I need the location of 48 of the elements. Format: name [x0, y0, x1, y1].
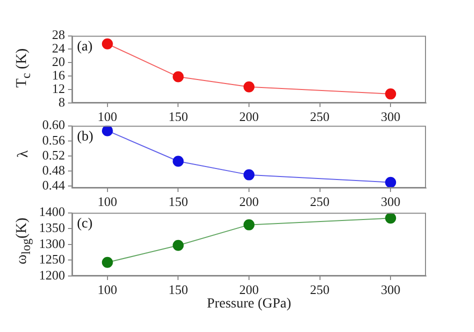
x-tick-label: 300 — [380, 282, 400, 298]
y-tick-label: 24 — [52, 40, 66, 56]
x-tick-label: 100 — [98, 109, 118, 124]
point — [172, 156, 184, 167]
x-tick-label: 250 — [310, 194, 330, 210]
x-tick-label: 250 — [310, 109, 330, 124]
point — [385, 88, 396, 100]
x-tick-label: 200 — [239, 194, 259, 210]
y-tick-label: 1250 — [39, 252, 65, 267]
point — [244, 81, 254, 92]
x-tick-label: 150 — [168, 194, 188, 210]
x-axis-title: Pressure (GPa) — [206, 296, 292, 312]
y-tick-label: 0.56 — [42, 132, 66, 148]
y-tick-label: 1200 — [39, 267, 65, 282]
point — [102, 256, 113, 268]
point — [385, 212, 396, 224]
point — [102, 126, 113, 136]
y-tick-label: 0.52 — [42, 147, 65, 162]
y-tick-label: 0.48 — [42, 162, 65, 178]
y-tick-label: 16 — [52, 68, 66, 83]
point — [244, 219, 254, 230]
point — [385, 176, 396, 188]
y-tick-label: 12 — [52, 80, 65, 96]
x-tick-label: 100 — [98, 194, 118, 210]
point — [172, 240, 184, 251]
y-tick-label: 1350 — [39, 220, 65, 236]
x-tick-label: 250 — [310, 282, 330, 298]
y-tick-label: 1300 — [39, 236, 65, 251]
point — [172, 71, 184, 82]
x-tick-label: 300 — [380, 109, 400, 124]
y-tick-label: 20 — [52, 54, 65, 70]
y-tick-label: 1400 — [39, 204, 65, 220]
y-axis-title: λ — [16, 150, 32, 158]
x-tick-label: 150 — [168, 282, 188, 298]
annotation: (a) — [77, 39, 93, 54]
x-tick-label: 200 — [239, 282, 259, 298]
y-tick-label: 0.60 — [42, 117, 65, 132]
x-tick-label: 200 — [239, 109, 259, 124]
y-tick-label: 8 — [58, 94, 65, 110]
x-tick-label: 300 — [380, 194, 400, 210]
y-tick-label: 28 — [52, 27, 65, 42]
x-tick-label: 150 — [168, 109, 188, 124]
point — [244, 169, 254, 180]
annotation: (b) — [77, 129, 94, 144]
annotation: (c) — [77, 216, 93, 232]
x-tick-label: 100 — [98, 282, 118, 298]
point — [102, 38, 113, 50]
y-tick-label: 0.44 — [42, 178, 66, 193]
